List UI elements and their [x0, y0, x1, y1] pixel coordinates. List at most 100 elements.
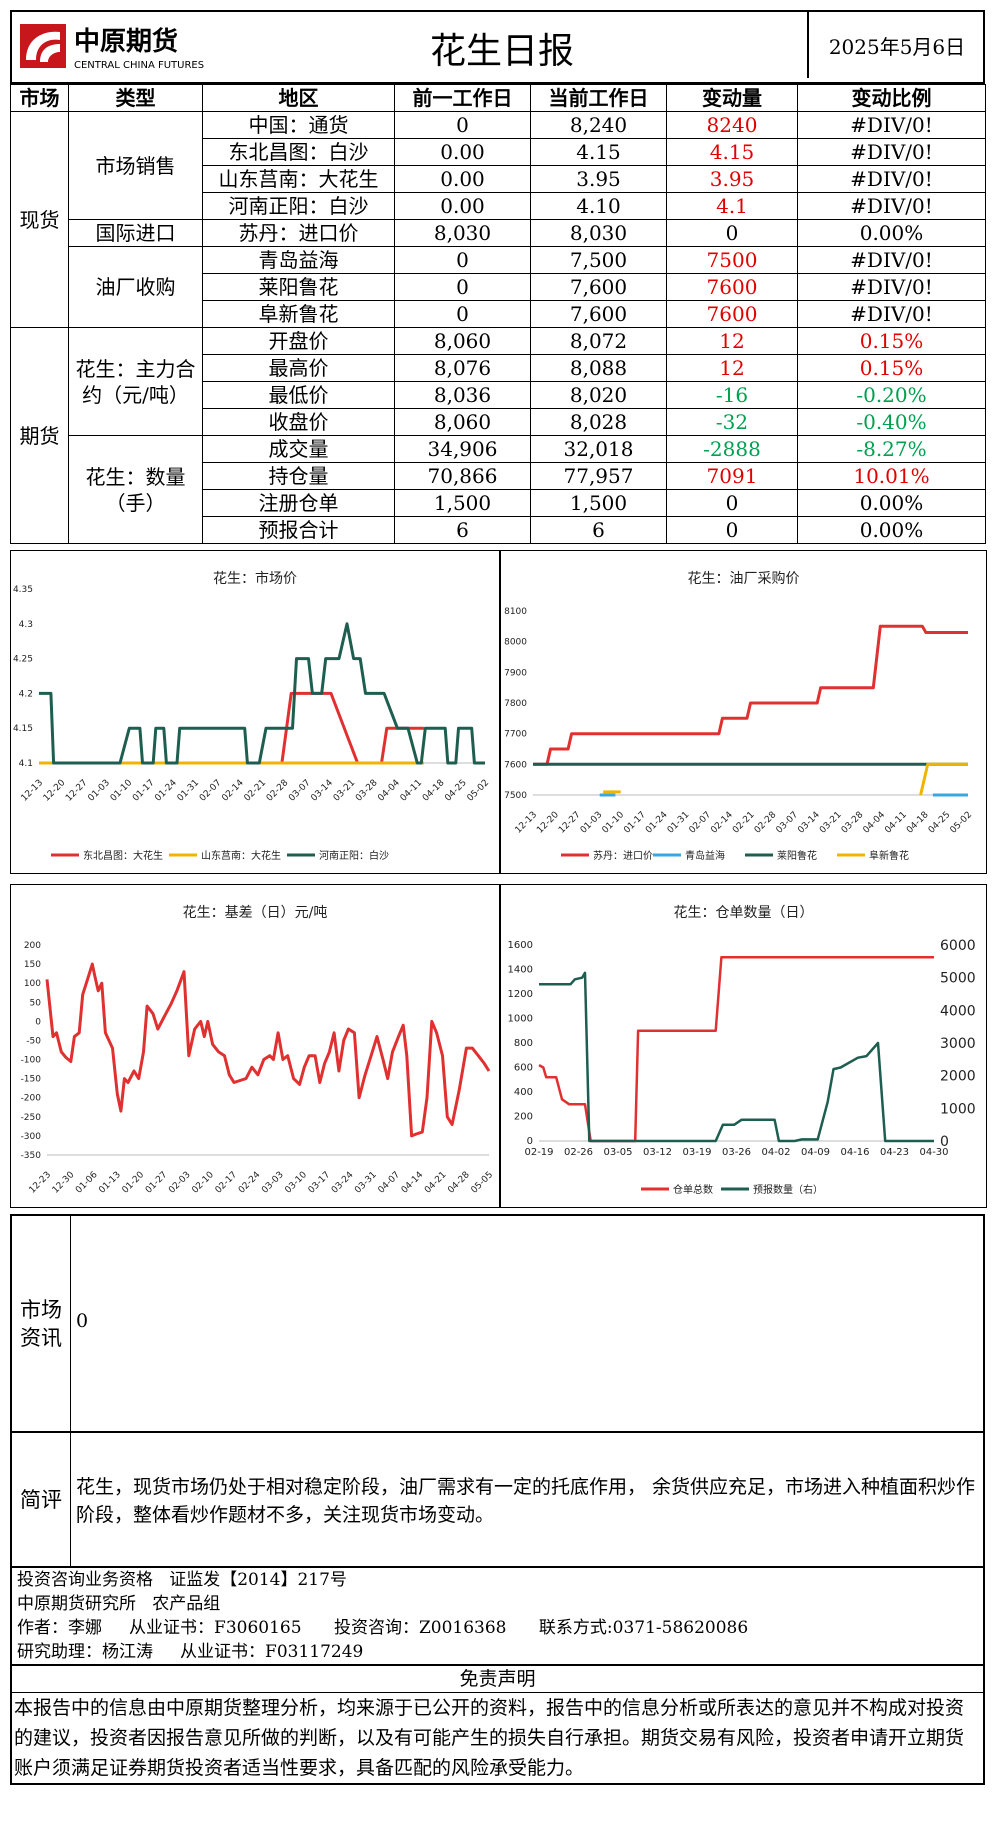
table-row: 现货 市场销售 中国：通货 0 8,240 8240 #DIV/0! — [10, 111, 986, 328]
x-tick-label: 03-14 — [309, 778, 335, 804]
x-tick-label: 04-30 — [919, 1147, 948, 1158]
region-cell: 莱阳鲁花 — [202, 273, 395, 301]
curr-day-cell: 7,500 — [530, 246, 667, 274]
report-date: 2025年5月6日 — [807, 12, 985, 78]
column-header: 地区 — [202, 84, 395, 112]
prev-day-cell: 0 — [394, 111, 531, 139]
x-tick-label: 01-17 — [131, 778, 157, 804]
qualification-line: 投资咨询业务资格 证监发【2014】217号 — [17, 1570, 347, 1590]
curr-day-cell: 1,500 — [530, 489, 667, 517]
change-pct-cell: #DIV/0! — [797, 246, 986, 274]
x-tick-label: 04-25 — [927, 810, 953, 836]
y-tick-label: -50 — [26, 1036, 41, 1046]
x-tick-label: 04-02 — [761, 1147, 790, 1158]
table-row: 最高价 8,076 8,088 12 0.15% — [11, 354, 986, 382]
chart-oil-mill-price: 花生：油厂采购价 8100 8000 7900 7800 7700 7600 7500 12-1… — [500, 550, 987, 874]
x-tick-label: 01-10 — [601, 810, 627, 836]
y2-tick-label: 3000 — [940, 1036, 976, 1052]
y-tick-label: 7500 — [504, 791, 527, 801]
y-tick-label: 150 — [24, 960, 41, 970]
assistant-line: 研究助理：杨江涛 从业证书：F03117249 — [17, 1642, 364, 1662]
x-tick-label: 02-28 — [753, 810, 779, 836]
table-row: 期货 花生：主力合约（元/吨） 开盘价 8,060 8,072 12 0.15% — [10, 327, 986, 544]
region-cell: 最高价 — [202, 354, 395, 382]
y-tick-label: 4.3 — [19, 620, 33, 630]
x-tick-label: 02-10 — [190, 1170, 216, 1196]
curr-day-cell: 77,957 — [530, 462, 667, 490]
x-tick-label: 04-23 — [880, 1147, 909, 1158]
x-tick-label: 01-13 — [97, 1170, 123, 1196]
y2-tick-label: 4000 — [940, 1003, 976, 1019]
y-tick-label: 4.15 — [13, 724, 33, 734]
table-row: 花生：数量（手） 成交量 34,906 32,018 -2888 -8.27% — [11, 435, 986, 544]
change-pct-cell: 0.00% — [797, 516, 986, 544]
series-line — [603, 762, 968, 796]
prev-day-cell: 34,906 — [394, 435, 531, 463]
table-row: 持仓量 70,866 77,957 7091 10.01% — [11, 462, 986, 490]
x-tick-label: 03-14 — [796, 810, 822, 836]
series-line — [538, 956, 934, 1143]
y-tick-label: -100 — [21, 1056, 42, 1066]
change-pct-cell: 0.00% — [797, 489, 986, 517]
legend-label: 预报数量（右） — [753, 1183, 823, 1196]
type-cell: 油厂收购 — [68, 246, 203, 328]
x-tick-label: 03-21 — [332, 778, 358, 804]
x-tick-label: 01-17 — [622, 810, 648, 836]
x-tick-label: 05-02 — [949, 810, 975, 836]
report-header: 中原期货 CENTRAL CHINA FUTURES 花生日报 2025年5月6… — [10, 10, 985, 84]
table-row: 河南正阳：白沙 0.00 4.10 4.1 #DIV/0! — [11, 192, 986, 220]
x-tick-label: 01-24 — [153, 778, 179, 804]
change-cell: 0 — [666, 516, 798, 544]
x-tick-label: 05-05 — [470, 1170, 496, 1196]
chart-title: 花生：市场价 — [213, 570, 297, 587]
legend-label: 山东莒南：大花生 — [201, 849, 281, 862]
legend-label: 阜新鲁花 — [869, 849, 909, 862]
table-row: 注册仓单 1,500 1,500 0 0.00% — [11, 489, 986, 517]
curr-day-cell: 7,600 — [530, 273, 667, 301]
region-cell: 东北昌图：白沙 — [202, 138, 395, 166]
curr-day-cell: 6 — [530, 516, 667, 544]
x-tick-label: 02-21 — [243, 778, 269, 804]
change-cell: 7600 — [666, 300, 798, 328]
region-cell: 成交量 — [202, 435, 395, 463]
x-tick-label: 01-31 — [666, 810, 692, 836]
table-row: 山东莒南：大花生 0.00 3.95 3.95 #DIV/0! — [11, 165, 986, 193]
region-cell: 河南正阳：白沙 — [202, 192, 395, 220]
table-row: 最低价 8,036 8,020 -16 -0.20% — [11, 381, 986, 409]
x-tick-label: 03-28 — [354, 778, 380, 804]
change-cell: 0 — [666, 489, 798, 517]
x-tick-label: 04-11 — [883, 810, 909, 836]
change-cell: -16 — [666, 381, 798, 409]
x-tick-label: 04-04 — [376, 778, 402, 804]
region-cell: 开盘价 — [202, 327, 395, 355]
region-cell: 持仓量 — [202, 462, 395, 490]
table-row: 莱阳鲁花 0 7,600 7600 #DIV/0! — [11, 273, 986, 301]
x-tick-label: 03-07 — [775, 810, 801, 836]
x-tick-label: 12-13 — [20, 778, 46, 804]
prev-day-cell: 1,500 — [394, 489, 531, 517]
y2-tick-label: 1000 — [940, 1101, 976, 1117]
y-tick-label: 7600 — [504, 760, 527, 770]
type-cell: 国际进口 — [68, 219, 203, 247]
x-tick-label: 04-25 — [443, 778, 469, 804]
change-pct-cell: #DIV/0! — [797, 273, 986, 301]
svg-text:CENTRAL CHINA FUTURES: CENTRAL CHINA FUTURES — [74, 60, 204, 71]
table-row: 阜新鲁花 0 7,600 7600 #DIV/0! — [11, 300, 986, 328]
x-tick-label: 12-27 — [64, 778, 90, 804]
chart-title: 花生：油厂采购价 — [688, 571, 800, 587]
curr-day-cell: 8,020 — [530, 381, 667, 409]
y-tick-label: 7700 — [504, 730, 527, 740]
x-tick-label: 03-19 — [682, 1147, 711, 1158]
x-tick-label: 05-02 — [466, 778, 492, 804]
svg-text:中原期货: 中原期货 — [74, 26, 178, 57]
legend-label: 莱阳鲁花 — [777, 849, 817, 862]
table-row: 预报合计 6 6 0 0.00% — [11, 516, 986, 544]
table-row: 国际进口 苏丹：进口价 8,030 8,030 0 0.00% — [11, 219, 986, 247]
charts-area: 花生：市场价 4.35 4.3 4.25 4.2 4.15 4.1 12-13 12-20 12-… — [10, 544, 987, 1214]
column-header: 前一工作日 — [394, 84, 531, 112]
series-line — [39, 622, 485, 765]
x-tick-label: 02-07 — [688, 810, 714, 836]
x-tick-label: 03-10 — [283, 1170, 309, 1196]
y-tick-label: 8000 — [504, 638, 527, 648]
y-tick-label: -200 — [21, 1094, 42, 1104]
